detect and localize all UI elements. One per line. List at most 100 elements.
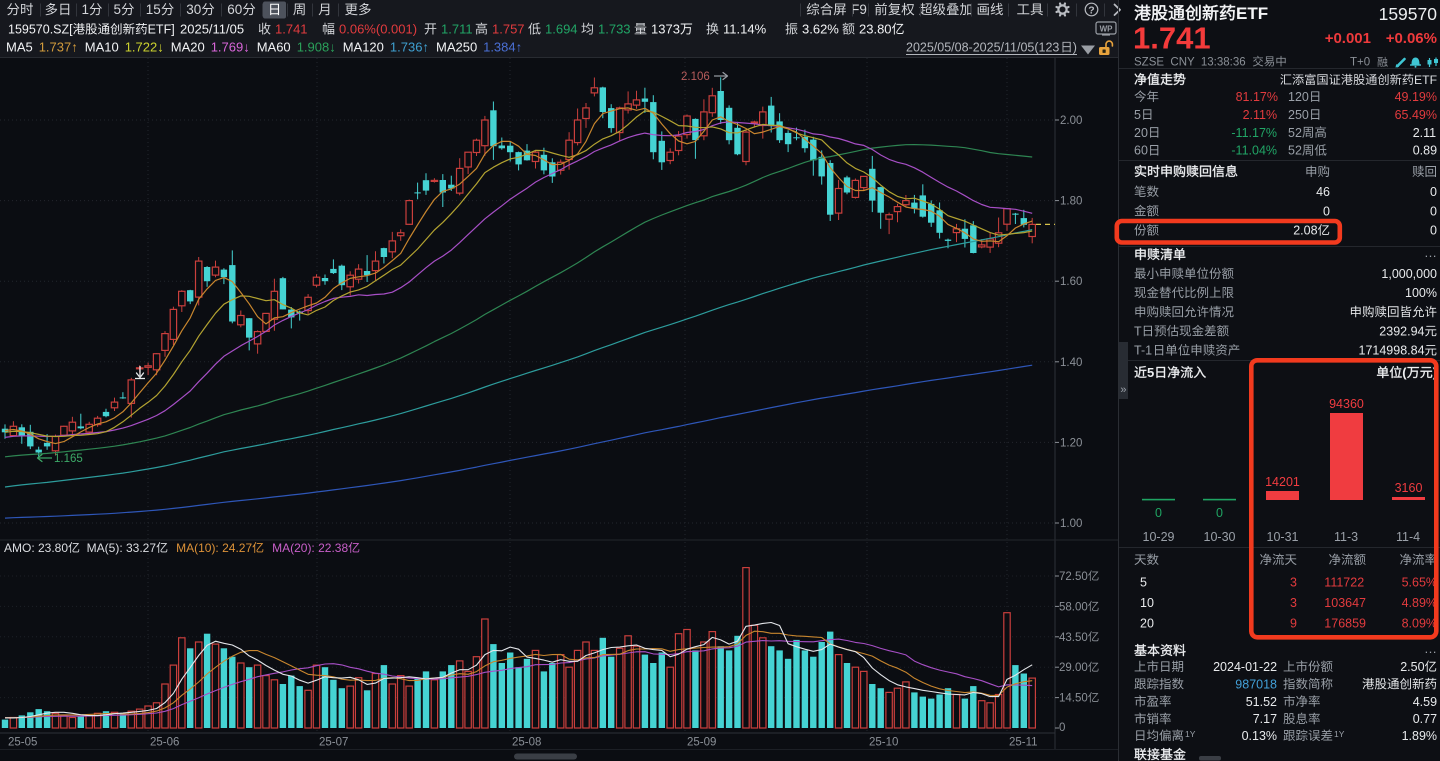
svg-text:1.908↓: 1.908↓ bbox=[297, 40, 336, 55]
svg-text:72.50: 72.50 bbox=[1059, 571, 1088, 583]
svg-text:103647: 103647 bbox=[1324, 596, 1366, 610]
svg-text:11-4: 11-4 bbox=[1396, 530, 1420, 544]
svg-text:ETF]: ETF] bbox=[148, 23, 175, 37]
svg-text:2.50: 2.50 bbox=[1400, 660, 1424, 674]
svg-text:1.769↓: 1.769↓ bbox=[211, 40, 250, 55]
svg-text:0: 0 bbox=[1059, 722, 1065, 734]
svg-text:1.741: 1.741 bbox=[275, 22, 308, 37]
svg-text:23.80: 23.80 bbox=[859, 22, 892, 37]
svg-text:2.11: 2.11 bbox=[1413, 126, 1436, 140]
svg-text:3: 3 bbox=[1290, 596, 1297, 610]
svg-text:159570: 159570 bbox=[1379, 4, 1438, 24]
svg-text:100%: 100% bbox=[1405, 286, 1437, 300]
svg-text:1.736↑: 1.736↑ bbox=[390, 40, 429, 55]
svg-text:25-10: 25-10 bbox=[869, 737, 898, 749]
svg-text:0: 0 bbox=[1323, 204, 1330, 218]
svg-text:10: 10 bbox=[1140, 596, 1154, 610]
svg-text:11.14%: 11.14% bbox=[723, 22, 767, 37]
svg-text:20: 20 bbox=[1140, 617, 1154, 631]
svg-text:25-09: 25-09 bbox=[687, 737, 716, 749]
svg-text:T: T bbox=[1134, 324, 1142, 338]
svg-text:?: ? bbox=[1088, 5, 1094, 17]
svg-text:0.13%: 0.13% bbox=[1242, 729, 1277, 743]
svg-text:1.60: 1.60 bbox=[1060, 276, 1082, 288]
svg-text:58.00: 58.00 bbox=[1059, 601, 1088, 613]
svg-text:1714998.84: 1714998.84 bbox=[1359, 344, 1425, 358]
svg-text:250: 250 bbox=[1288, 108, 1309, 122]
svg-text:2392.94: 2392.94 bbox=[1379, 324, 1424, 338]
svg-text:25-05: 25-05 bbox=[8, 737, 37, 749]
svg-text:176859: 176859 bbox=[1324, 617, 1366, 631]
svg-text:1Y: 1Y bbox=[1334, 729, 1345, 739]
svg-text:MA120: MA120 bbox=[343, 40, 384, 55]
svg-text:43.50: 43.50 bbox=[1059, 632, 1088, 644]
svg-text:29.00: 29.00 bbox=[1059, 662, 1088, 674]
svg-text:0: 0 bbox=[1430, 185, 1437, 199]
svg-text:159570.SZ[: 159570.SZ[ bbox=[8, 23, 73, 37]
svg-text:MA5: MA5 bbox=[6, 40, 33, 55]
svg-text:MA(10): 24.27: MA(10): 24.27 bbox=[176, 541, 252, 555]
svg-text:0: 0 bbox=[1155, 506, 1162, 520]
svg-text:14.50: 14.50 bbox=[1059, 693, 1088, 705]
svg-text:1.733: 1.733 bbox=[598, 22, 631, 37]
svg-text:(: ( bbox=[1402, 365, 1407, 380]
svg-text:11-3: 11-3 bbox=[1334, 530, 1358, 544]
svg-text:52: 52 bbox=[1288, 144, 1302, 158]
svg-text:4.59: 4.59 bbox=[1413, 695, 1437, 709]
svg-text:MA20: MA20 bbox=[171, 40, 205, 55]
svg-text:WP: WP bbox=[1100, 25, 1114, 34]
svg-text:7.17: 7.17 bbox=[1253, 712, 1277, 726]
svg-text:F9: F9 bbox=[851, 2, 867, 17]
svg-text:3.62%: 3.62% bbox=[802, 22, 839, 37]
svg-text:2024-01-22: 2024-01-22 bbox=[1213, 660, 1277, 674]
svg-text:52: 52 bbox=[1288, 126, 1302, 140]
svg-text:1.737↑: 1.737↑ bbox=[39, 40, 78, 55]
svg-text:15: 15 bbox=[146, 2, 161, 17]
svg-text:1.80: 1.80 bbox=[1060, 196, 1082, 208]
svg-text:1.711: 1.711 bbox=[441, 22, 473, 37]
svg-text:1373: 1373 bbox=[651, 22, 680, 37]
svg-text:5: 5 bbox=[1134, 108, 1141, 122]
svg-text:2.106: 2.106 bbox=[681, 71, 710, 83]
svg-text:10-31: 10-31 bbox=[1267, 530, 1299, 544]
svg-text:1.722↓: 1.722↓ bbox=[125, 40, 164, 55]
svg-text:+0.06%: +0.06% bbox=[1386, 30, 1437, 47]
svg-text:49.19%: 49.19% bbox=[1395, 90, 1437, 104]
svg-text:SZSE CNY 13:38:36: SZSE CNY 13:38:36 bbox=[1134, 57, 1252, 69]
svg-text:3160: 3160 bbox=[1395, 481, 1423, 495]
svg-text:81.17%: 81.17% bbox=[1236, 90, 1278, 104]
svg-text:T+0: T+0 bbox=[1350, 57, 1370, 69]
svg-text:10-29: 10-29 bbox=[1143, 530, 1175, 544]
svg-text:2.08: 2.08 bbox=[1293, 224, 1317, 238]
svg-text:3: 3 bbox=[1290, 576, 1297, 590]
svg-text:25-06: 25-06 bbox=[150, 737, 179, 749]
svg-text:-11.04%: -11.04% bbox=[1231, 144, 1277, 158]
svg-text:5.65%: 5.65% bbox=[1402, 576, 1437, 590]
svg-text:25-08: 25-08 bbox=[512, 737, 541, 749]
svg-text:2.11%: 2.11% bbox=[1243, 108, 1278, 122]
svg-text:111722: 111722 bbox=[1324, 576, 1364, 590]
svg-text:94360: 94360 bbox=[1329, 397, 1364, 411]
svg-text:1.89%: 1.89% bbox=[1402, 729, 1437, 743]
svg-text:MA(20): 22.38: MA(20): 22.38 bbox=[272, 541, 348, 555]
svg-text:1.757: 1.757 bbox=[492, 22, 525, 37]
svg-text:…: … bbox=[1424, 641, 1437, 656]
svg-text:14201: 14201 bbox=[1265, 475, 1300, 489]
svg-text:20: 20 bbox=[1134, 126, 1148, 140]
svg-text:25-11: 25-11 bbox=[1009, 737, 1038, 749]
svg-text:MA250: MA250 bbox=[436, 40, 477, 55]
svg-text:65.49%: 65.49% bbox=[1395, 108, 1437, 122]
svg-text:0: 0 bbox=[1216, 506, 1223, 520]
svg-text:T-1: T-1 bbox=[1134, 344, 1152, 358]
svg-text:-11.17%: -11.17% bbox=[1231, 126, 1277, 140]
svg-text:1Y: 1Y bbox=[1185, 729, 1196, 739]
svg-text:25-07: 25-07 bbox=[319, 737, 348, 749]
svg-text:2.00: 2.00 bbox=[1060, 115, 1082, 127]
svg-text:5: 5 bbox=[1140, 576, 1147, 590]
svg-text:2025/05/08-2025/11/05(123: 2025/05/08-2025/11/05(123 bbox=[906, 41, 1059, 55]
svg-text:1,000,000: 1,000,000 bbox=[1381, 267, 1437, 281]
svg-text:5: 5 bbox=[114, 2, 122, 17]
svg-text:MA10: MA10 bbox=[85, 40, 119, 55]
svg-text:51.52: 51.52 bbox=[1246, 695, 1277, 709]
svg-text:MA60: MA60 bbox=[257, 40, 291, 55]
